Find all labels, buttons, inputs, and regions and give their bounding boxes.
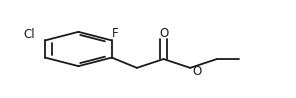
Text: O: O <box>192 65 201 78</box>
Text: F: F <box>111 27 118 40</box>
Text: O: O <box>159 27 168 40</box>
Text: Cl: Cl <box>23 28 35 41</box>
